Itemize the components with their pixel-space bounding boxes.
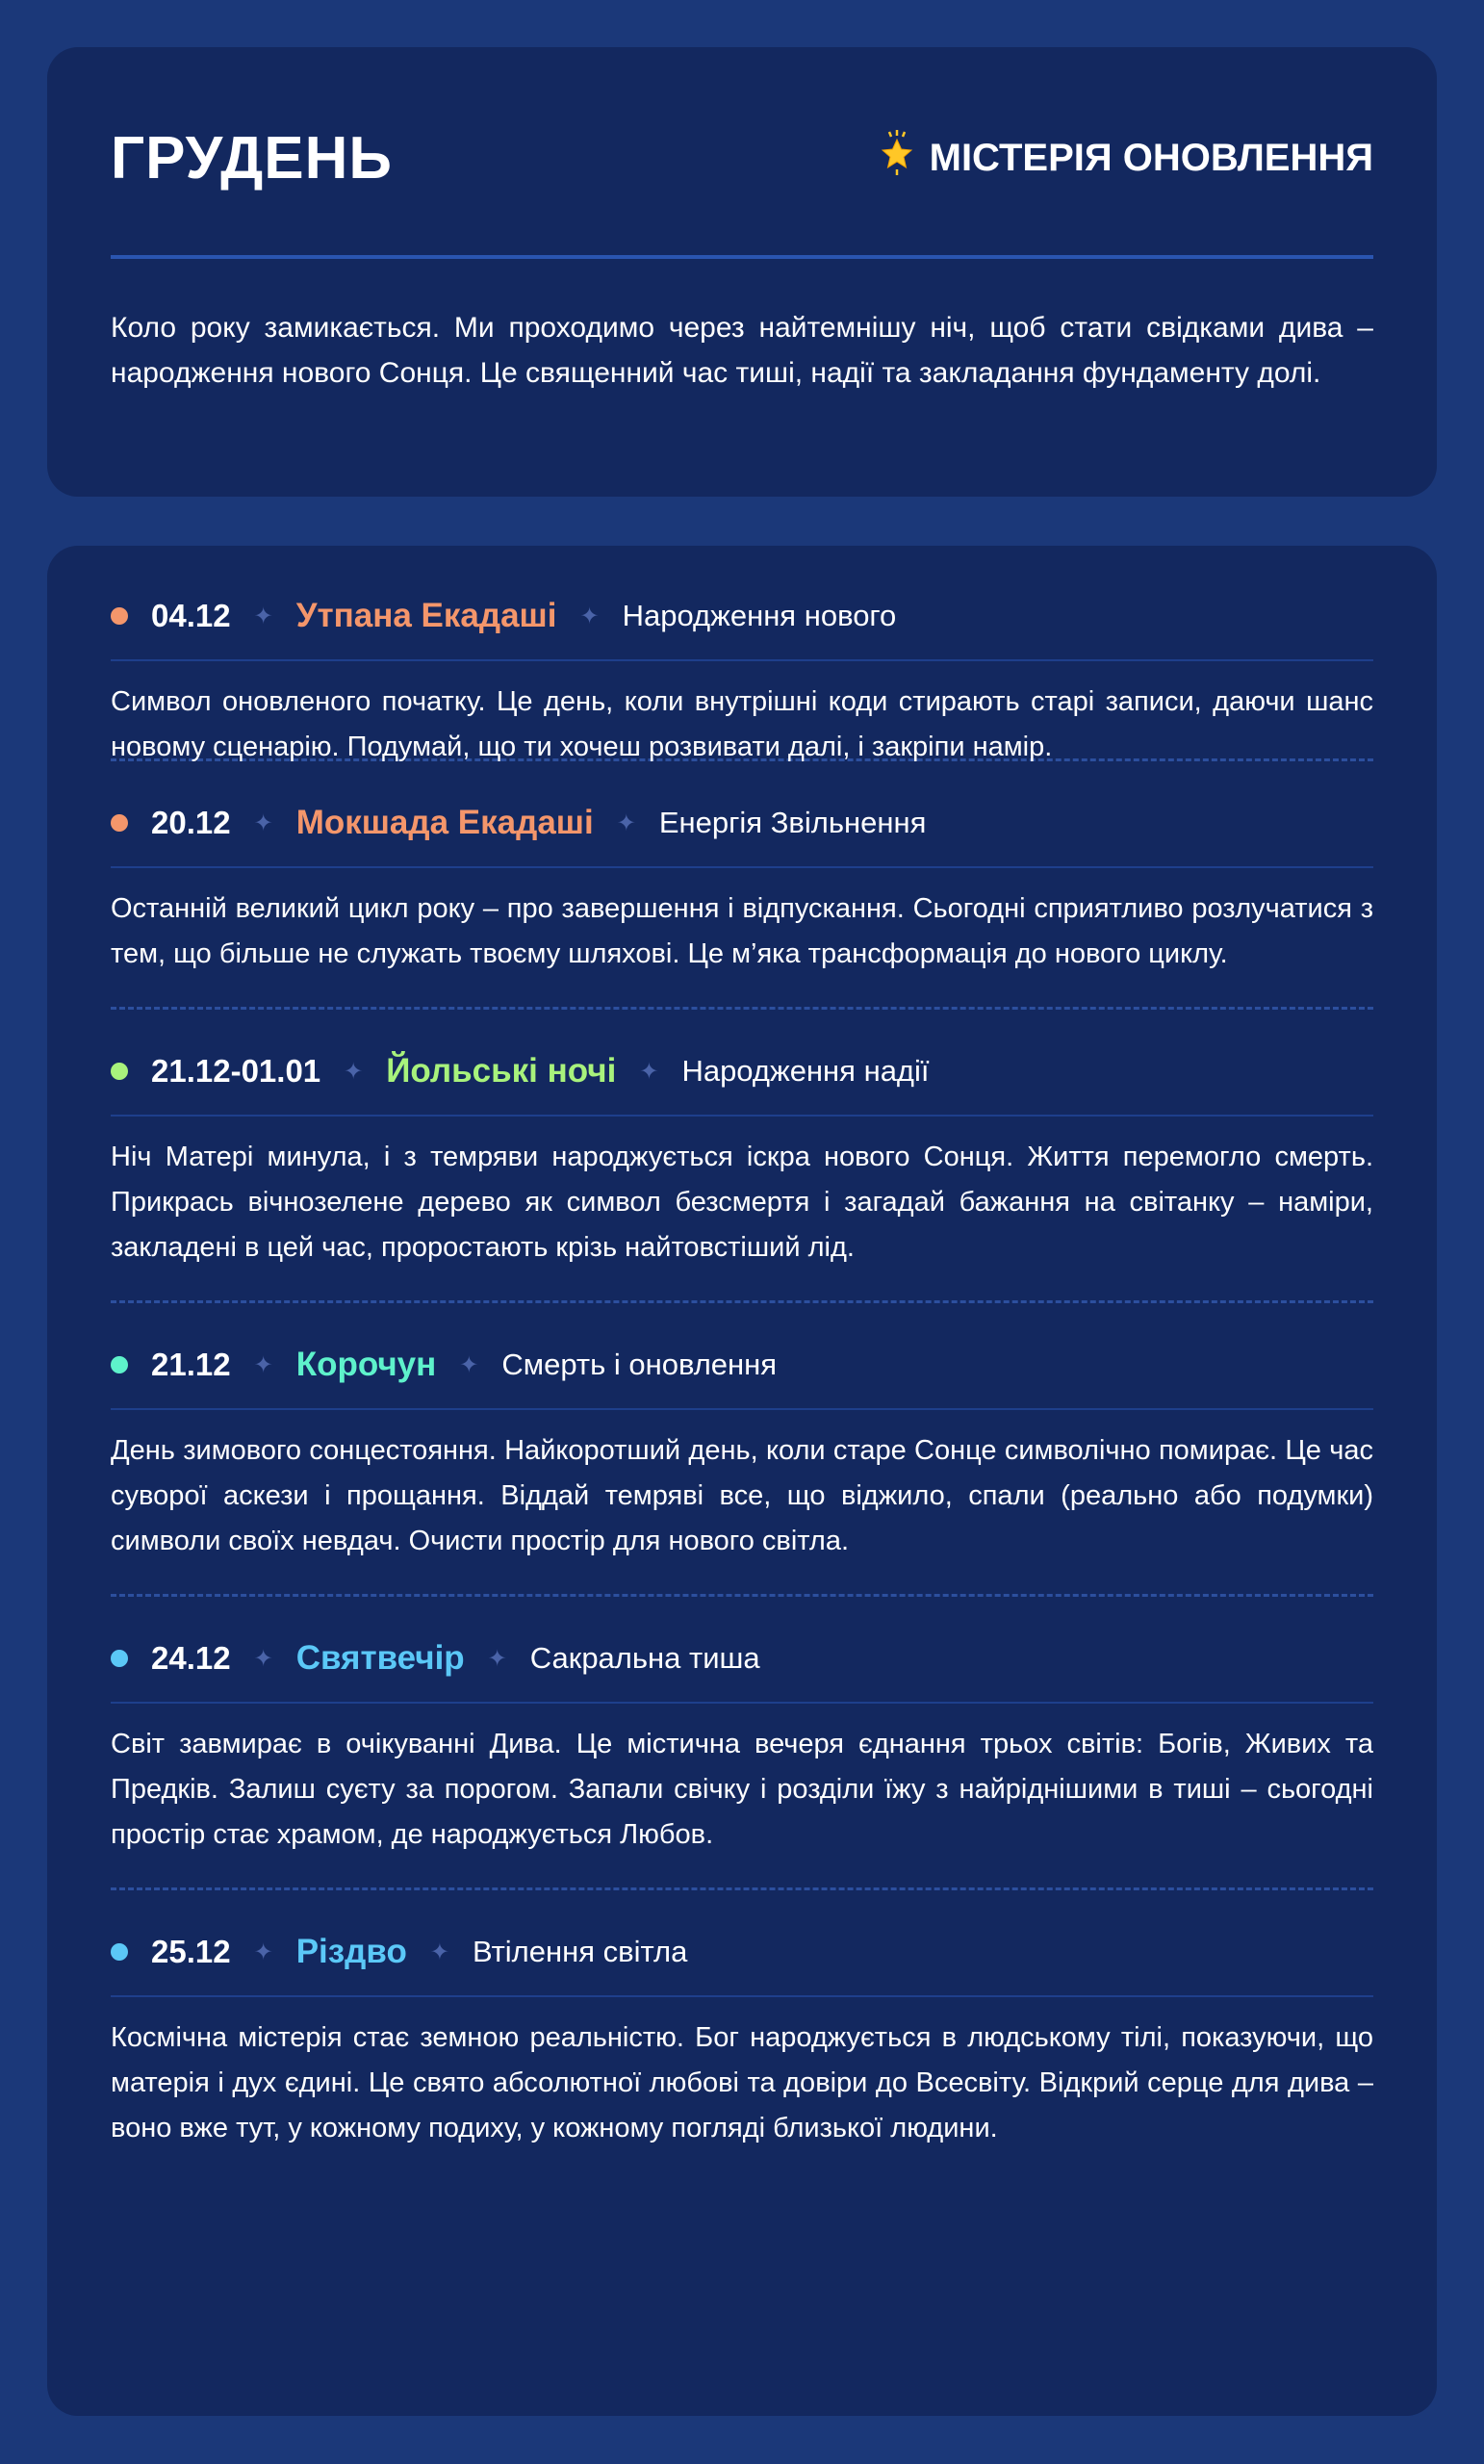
event-divider xyxy=(111,866,1373,868)
four-point-star-icon: ✦ xyxy=(459,1351,479,1378)
event-date: 21.12-01.01 xyxy=(151,1053,321,1089)
page-title: ГРУДЕНЬ xyxy=(111,124,393,192)
event-entry: 21.12 ✦ Корочун ✦ Смерть і оновлення Ден… xyxy=(111,1303,1373,1597)
event-dot-icon xyxy=(111,814,128,832)
four-point-star-icon: ✦ xyxy=(253,603,273,629)
event-description: Символ оновленого початку. Це день, коли… xyxy=(111,686,1373,762)
four-point-star-icon: ✦ xyxy=(253,809,273,836)
four-point-star-icon: ✦ xyxy=(579,603,600,629)
event-description: День зимового сонцестояння. Найкоротший … xyxy=(111,1435,1373,1556)
event-header: 25.12 ✦ Різдво ✦ Втілення світла xyxy=(111,1928,1373,1976)
four-point-star-icon: ✦ xyxy=(253,1351,273,1378)
intro-text: Коло року замикається. Ми проходимо чере… xyxy=(111,312,1373,389)
events-card: 04.12 ✦ Утпана Екадаші ✦ Народження ново… xyxy=(47,546,1437,2416)
event-description: Космічна містерія стає земною реальністю… xyxy=(111,2022,1373,2143)
event-name: Святвечір xyxy=(295,1639,465,1677)
event-divider xyxy=(111,1702,1373,1704)
event-description: Світ завмирає в очікуванні Дива. Це міст… xyxy=(111,1729,1373,1850)
event-entry: 25.12 ✦ Різдво ✦ Втілення світла Космічн… xyxy=(111,1890,1373,2181)
event-divider xyxy=(111,1995,1373,1997)
four-point-star-icon: ✦ xyxy=(616,809,636,836)
event-name: Корочун xyxy=(295,1346,437,1383)
event-dot-icon xyxy=(111,1943,128,1961)
event-divider xyxy=(111,1408,1373,1410)
event-date: 20.12 xyxy=(151,805,231,840)
event-divider xyxy=(111,659,1373,661)
subtitle-text: МІСТЕРІЯ ОНОВЛЕННЯ xyxy=(929,136,1373,179)
event-subtitle: Сакральна тиша xyxy=(529,1641,760,1675)
event-header: 21.12-01.01 ✦ Йольські ночі ✦ Народження… xyxy=(111,1047,1373,1095)
glowing-star-icon xyxy=(876,130,918,186)
event-date: 04.12 xyxy=(151,598,231,633)
event-dot-icon xyxy=(111,1356,128,1373)
event-dot-icon xyxy=(111,607,128,625)
four-point-star-icon: ✦ xyxy=(253,1938,273,1965)
event-header: 04.12 ✦ Утпана Екадаші ✦ Народження ново… xyxy=(111,592,1373,640)
event-description: Останній великий цикл року – про заверше… xyxy=(111,893,1373,969)
event-header: 21.12 ✦ Корочун ✦ Смерть і оновлення xyxy=(111,1341,1373,1389)
event-dot-icon xyxy=(111,1650,128,1667)
event-date: 24.12 xyxy=(151,1640,231,1676)
event-subtitle: Народження нового xyxy=(622,599,897,632)
four-point-star-icon: ✦ xyxy=(639,1058,659,1085)
header-divider xyxy=(111,255,1373,259)
page-subtitle: МІСТЕРІЯ ОНОВЛЕННЯ xyxy=(876,130,1373,186)
four-point-star-icon: ✦ xyxy=(487,1645,507,1672)
event-name: Мокшада Екадаші xyxy=(295,804,594,841)
event-entry: 04.12 ✦ Утпана Екадаші ✦ Народження ново… xyxy=(111,592,1373,762)
event-name: Йольські ночі xyxy=(386,1052,617,1090)
event-subtitle: Енергія Звільнення xyxy=(658,806,927,839)
event-entry: 21.12-01.01 ✦ Йольські ночі ✦ Народження… xyxy=(111,1010,1373,1303)
four-point-star-icon: ✦ xyxy=(429,1938,449,1965)
event-subtitle: Народження надії xyxy=(681,1054,930,1088)
event-name: Різдво xyxy=(295,1933,407,1970)
event-dot-icon xyxy=(111,1063,128,1080)
event-divider xyxy=(111,1115,1373,1116)
event-subtitle: Втілення світла xyxy=(472,1935,688,1968)
intro-header: ГРУДЕНЬ МІСТЕРІЯ ОНОВЛЕННЯ xyxy=(111,47,1373,269)
event-entry: 20.12 ✦ Мокшада Екадаші ✦ Енергія Звільн… xyxy=(111,761,1373,1010)
event-header: 20.12 ✦ Мокшада Екадаші ✦ Енергія Звільн… xyxy=(111,799,1373,847)
event-date: 21.12 xyxy=(151,1347,231,1382)
intro-card: ГРУДЕНЬ МІСТЕРІЯ ОНОВЛЕННЯ Коло року зам… xyxy=(47,47,1437,497)
event-name: Утпана Екадаші xyxy=(295,597,557,634)
event-date: 25.12 xyxy=(151,1934,231,1969)
event-subtitle: Смерть і оновлення xyxy=(501,1348,778,1381)
event-entry: 24.12 ✦ Святвечір ✦ Сакральна тиша Світ … xyxy=(111,1597,1373,1890)
event-description: Ніч Матері минула, і з темряви народжуєт… xyxy=(111,1142,1373,1263)
four-point-star-icon: ✦ xyxy=(253,1645,273,1672)
event-header: 24.12 ✦ Святвечір ✦ Сакральна тиша xyxy=(111,1634,1373,1682)
four-point-star-icon: ✦ xyxy=(344,1058,364,1085)
